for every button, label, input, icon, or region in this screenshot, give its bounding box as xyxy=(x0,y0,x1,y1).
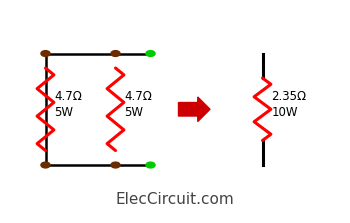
Text: 4.7Ω
5W: 4.7Ω 5W xyxy=(54,90,82,119)
Circle shape xyxy=(146,162,155,168)
Circle shape xyxy=(41,162,50,168)
Circle shape xyxy=(41,51,50,56)
Text: ElecCircuit.com: ElecCircuit.com xyxy=(116,192,234,207)
Text: 2.35Ω
10W: 2.35Ω 10W xyxy=(271,90,306,119)
Circle shape xyxy=(146,51,155,56)
Polygon shape xyxy=(178,97,210,122)
Text: 4.7Ω
5W: 4.7Ω 5W xyxy=(124,90,152,119)
Circle shape xyxy=(111,51,120,56)
Circle shape xyxy=(111,162,120,168)
